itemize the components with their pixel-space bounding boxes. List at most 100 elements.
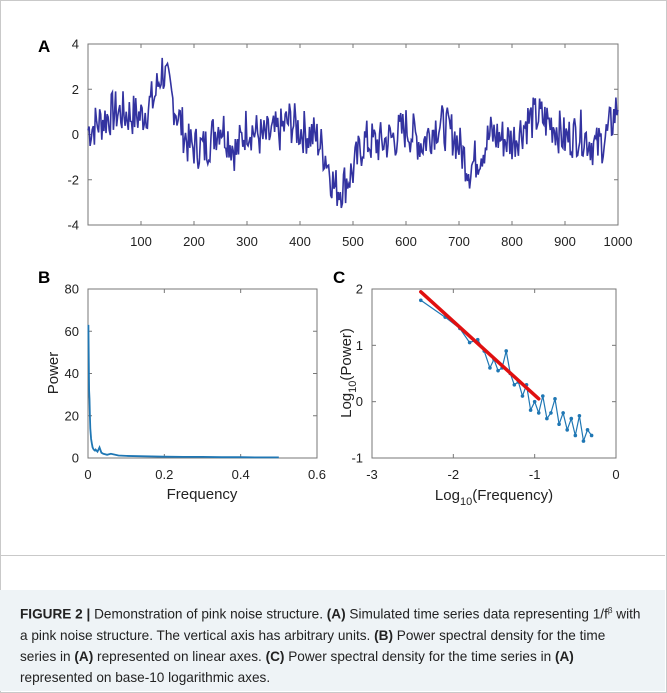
panel-letter-b: B — [38, 268, 50, 287]
panel-b-y-axis-label: Power — [45, 352, 62, 395]
panel-b-series-line — [87, 324, 279, 459]
panel-c-y-ticks: -1 0 1 2 — [351, 282, 616, 466]
panel-c-points — [419, 298, 594, 443]
panel-a-series-line — [87, 57, 619, 209]
panel-c-data-point — [561, 411, 565, 415]
panel-a-y-tick-label: -4 — [67, 218, 79, 233]
panel-a-y-tick-label: 4 — [72, 37, 79, 52]
panel-b-y-tick-label: 80 — [65, 282, 79, 297]
panel-a-x-tick-label: 1000 — [604, 234, 633, 249]
caption-ref-a-2: (A) — [74, 648, 94, 664]
panel-a-y-tick-label: 0 — [72, 127, 79, 142]
panel-a-x-tick-label: 600 — [395, 234, 417, 249]
caption-ref-c: (C) — [265, 648, 285, 664]
panel-c-data-point — [589, 433, 594, 438]
panel-a-axes-box — [87, 43, 619, 226]
panel-c-data-point — [573, 433, 578, 438]
panel-a-y-tick-label: -2 — [67, 172, 79, 187]
caption-text-1: Simulated time series data representing … — [345, 606, 608, 622]
caption-text-5: Power spectral density for the time seri… — [284, 648, 555, 664]
caption-divider — [0, 555, 665, 556]
panel-c-x-label-main: Log — [435, 487, 460, 504]
panel-a-x-tick-label: 100 — [130, 234, 152, 249]
panel-b-x-tick-label: 0.4 — [232, 467, 250, 482]
panel-c-data-point — [541, 394, 545, 398]
panel-c-axes-box — [371, 288, 617, 459]
panel-c-data-point — [419, 298, 423, 303]
panel-c-x-label-tail: (Frequency) — [472, 487, 553, 504]
caption-ref-a-3: (A) — [554, 648, 574, 664]
caption-ref-b: (B) — [374, 627, 393, 643]
figure-canvas: A 100 200 300 400 500 600 700 800 900 1000 -4-202… — [38, 37, 632, 509]
panel-b-y-tick-label: 60 — [65, 324, 79, 339]
panel-b-x-tick-label: 0 — [84, 467, 91, 482]
panel-c-series-line — [420, 299, 593, 442]
panel-a-x-tick-label: 800 — [501, 234, 523, 249]
panel-b-x-tick-label: 0.2 — [155, 467, 173, 482]
panel-b-y-tick-label: 0 — [72, 451, 79, 466]
caption-text-3: Power spectral density for the time seri… — [20, 627, 606, 664]
panel-c-x-tick-label: -3 — [366, 467, 378, 482]
caption-separator: | — [82, 606, 95, 622]
panel-c-x-tick-label: 0 — [612, 467, 619, 482]
panel-c-data-point — [520, 394, 525, 398]
panel-c-data-point — [532, 399, 537, 404]
panel-c-x-tick-label: -2 — [448, 467, 460, 482]
panel-a-x-tick-label: 700 — [448, 234, 470, 249]
panel-c-data-point — [496, 368, 500, 373]
panel-c-data-point — [577, 413, 582, 418]
panel-c-data-point — [569, 416, 574, 421]
panel-c-data-point — [565, 428, 569, 432]
caption-text-2: with a pink noise structure. The vertica… — [20, 606, 641, 643]
panel-a-y-ticks: -4 -2 0 2 4 — [67, 37, 618, 233]
panel-b-x-tick-label: 0.6 — [308, 467, 326, 482]
panel-a-x-tick-label: 500 — [342, 234, 364, 249]
panel-c-data-point — [581, 439, 586, 443]
caption-lead: Demonstration of pink noise structure. — [94, 606, 327, 622]
panel-c-y-tick-label: -1 — [351, 451, 363, 466]
caption-text-6: represented on base-10 logarithmic axes. — [20, 669, 271, 685]
panel-c-data-point — [467, 340, 472, 345]
panel-c-fit-line — [419, 290, 541, 401]
panel-a-y-tick-label: 2 — [72, 82, 79, 97]
panel-c-data-point — [512, 382, 517, 387]
panel-a-x-tick-label: 200 — [183, 234, 205, 249]
panel-c-x-ticks: -3 -2 -1 0 — [366, 289, 620, 482]
caption-text-4: represented on linear axes. — [93, 648, 266, 664]
panel-c-y-tick-label: 0 — [356, 394, 363, 409]
panel-c-y-label-tail: (Power) — [338, 328, 355, 381]
panel-c-x-tick-label: -1 — [529, 467, 541, 482]
panel-c-data-point — [528, 408, 533, 412]
panel-a-x-tick-label: 400 — [289, 234, 311, 249]
panel-b-y-tick-label: 20 — [65, 408, 79, 423]
panel-c-data-point — [557, 422, 561, 427]
panel-a-x-ticks: 100 200 300 400 500 600 700 800 900 1000 — [130, 44, 632, 249]
panel-b-y-tick-label: 40 — [65, 366, 79, 381]
panel-letter-c: C — [333, 268, 345, 287]
panel-c-x-label-subscript: 10 — [460, 496, 472, 508]
panel-c-data-point — [585, 428, 590, 432]
panel-c-data-point — [536, 411, 541, 415]
panel-c-y-tick-label: 2 — [356, 282, 363, 297]
panel-c-data-point — [545, 416, 549, 421]
panel-c-y-axis-label: Log10(Power) — [338, 328, 359, 418]
panel-c-y-label-subscript: 10 — [347, 381, 359, 393]
caption-beta: β — [607, 606, 613, 615]
panel-b-x-axis-label: Frequency — [167, 486, 238, 503]
figure-caption: FIGURE 2 | Demonstration of pink noise s… — [0, 590, 665, 691]
panel-c-x-axis-label: Log10(Frequency) — [435, 487, 553, 508]
panel-letter-a: A — [38, 37, 50, 56]
panel-c-data-point — [488, 366, 492, 370]
panel-b-y-ticks: 0 20 40 60 80 — [65, 282, 317, 466]
panel-c-data-point — [504, 349, 509, 353]
panel-a-x-tick-label: 900 — [554, 234, 576, 249]
panel-a-plot: 100 200 300 400 500 600 700 800 900 1000 -4 -2 0 2 4 — [67, 37, 632, 250]
caption-ref-a: (A) — [326, 606, 346, 622]
panel-b-plot: 0 0.2 0.4 0.6 0 20 40 60 80 Frequency Power — [45, 282, 326, 504]
panel-b-x-ticks: 0 0.2 0.4 0.6 — [84, 289, 326, 482]
panel-c-data-point — [553, 397, 557, 401]
panel-c-y-label-main: Log — [338, 393, 355, 418]
panel-c-data-point — [549, 411, 553, 415]
panel-b-axes-box — [87, 288, 318, 459]
